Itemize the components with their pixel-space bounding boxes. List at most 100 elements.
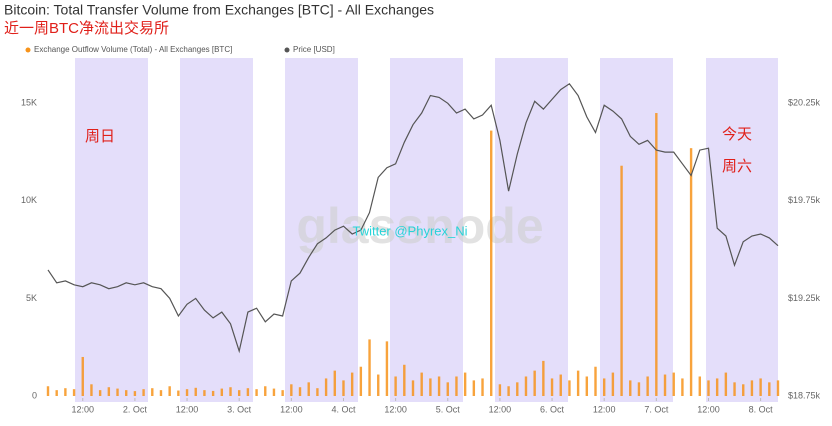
bar: [733, 382, 736, 396]
bar: [516, 382, 519, 396]
y2-tick-label: $20.25k: [788, 98, 821, 108]
chart-subtitle: 近一周BTC净流出交易所: [4, 19, 169, 37]
legend-swatch: [284, 47, 290, 53]
x-tick-label: 12:00: [280, 404, 303, 414]
y-tick-label: 15K: [21, 98, 37, 108]
bar: [72, 389, 76, 396]
bar: [472, 380, 476, 396]
bar: [98, 390, 102, 396]
bar: [550, 378, 554, 396]
bar: [159, 390, 163, 396]
legend-swatch: [25, 47, 31, 53]
y2-tick-label: $18.75k: [788, 390, 821, 400]
legend-label: Price [USD]: [293, 45, 335, 54]
bar: [290, 384, 293, 396]
bar: [750, 380, 754, 396]
y2-tick-label: $19.25k: [788, 293, 821, 303]
bar: [759, 378, 762, 396]
credit: Twitter @Phyrex_Ni: [352, 223, 467, 238]
bar: [307, 382, 310, 396]
highlight-band: [495, 58, 568, 402]
bar: [481, 378, 484, 396]
bar: [498, 384, 502, 396]
bar: [272, 388, 276, 396]
bar: [507, 386, 510, 396]
watermark: glassnode: [296, 198, 543, 254]
bar: [229, 387, 232, 396]
bar: [133, 391, 137, 396]
bar: [168, 386, 171, 396]
x-tick-label: 3. Oct: [227, 404, 252, 414]
bar: [542, 360, 545, 396]
bar: [568, 380, 571, 396]
bar: [768, 382, 771, 396]
y-tick-label: 0: [32, 390, 37, 400]
bar: [264, 386, 267, 396]
bar: [90, 384, 93, 396]
bar: [655, 113, 658, 396]
bar: [55, 390, 58, 396]
bar: [411, 380, 415, 396]
bar: [246, 388, 250, 396]
bar: [211, 390, 215, 396]
bar: [629, 380, 632, 396]
x-tick-label: 12:00: [697, 404, 720, 414]
bar: [185, 389, 189, 396]
bar: [724, 372, 728, 396]
bar: [602, 378, 606, 396]
bar: [663, 374, 667, 396]
bar: [707, 380, 710, 396]
bar: [324, 378, 328, 396]
bar: [203, 390, 206, 396]
bar: [646, 376, 649, 396]
y-tick-label: 10K: [21, 195, 37, 205]
x-tick-label: 8. Oct: [749, 404, 774, 414]
y-tick-label: 5K: [26, 293, 37, 303]
bar: [46, 386, 50, 396]
price-line: [47, 82, 779, 354]
bar: [533, 370, 536, 396]
bar: [377, 374, 380, 396]
bar: [151, 388, 154, 396]
bar: [385, 341, 389, 396]
bar: [194, 387, 197, 396]
highlight-band: [180, 58, 253, 402]
annotation: 今天: [722, 126, 752, 143]
bar: [420, 372, 423, 396]
bar: [776, 380, 780, 396]
legend-label: Exchange Outflow Volume (Total) - All Ex…: [34, 45, 232, 54]
bar: [681, 378, 684, 396]
annotation: 周日: [85, 128, 115, 145]
bar: [394, 376, 397, 396]
bar: [333, 370, 336, 396]
bar: [490, 130, 493, 396]
bar: [255, 389, 258, 396]
bar: [298, 387, 302, 396]
bar: [368, 339, 371, 396]
bar: [350, 372, 354, 396]
bar: [281, 390, 284, 396]
x-tick-label: 12:00: [489, 404, 512, 414]
x-tick-label: 12:00: [593, 404, 616, 414]
bar: [342, 380, 345, 396]
bar: [715, 378, 719, 396]
annotation: 周六: [722, 158, 752, 175]
x-tick-label: 12:00: [71, 404, 94, 414]
highlight-band: [706, 58, 778, 402]
bar: [576, 370, 580, 396]
bar: [689, 148, 693, 396]
bar: [316, 388, 319, 396]
bar: [116, 388, 119, 396]
bar: [125, 390, 128, 396]
bar: [220, 388, 224, 396]
bar: [403, 364, 406, 396]
highlight-band: [390, 58, 463, 402]
bar: [698, 376, 701, 396]
x-tick-label: 4. Oct: [331, 404, 356, 414]
x-tick-label: 5. Oct: [436, 404, 461, 414]
bar: [455, 376, 458, 396]
x-tick-label: 7. Oct: [644, 404, 669, 414]
bar: [637, 382, 641, 396]
chart-title: Bitcoin: Total Transfer Volume from Exch…: [4, 2, 434, 18]
